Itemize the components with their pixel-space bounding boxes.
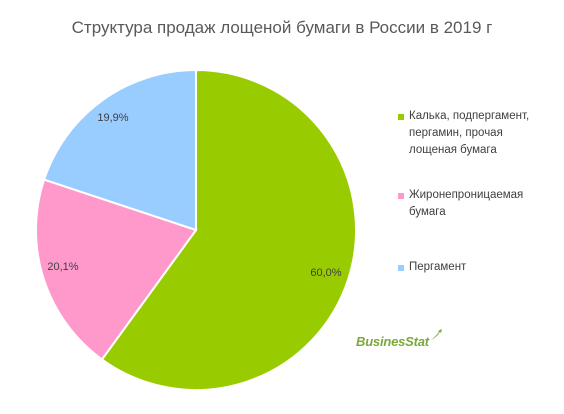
legend-label-line: Калька, подпергамент,	[409, 110, 530, 122]
legend-label-parchment: Пергамент	[409, 259, 466, 276]
data-label-greaseproof: 20,1%	[47, 261, 78, 273]
data-label-parchment: 19,9%	[97, 112, 128, 124]
legend-label-line: лощеная бумага	[409, 144, 497, 156]
legend-label-line: пергамин, прочая	[409, 127, 503, 139]
legend-label-line: Пергамент	[409, 261, 467, 273]
legend-swatch-calka	[398, 114, 404, 120]
legend-label-calka: Калька, подпергамент, пергамин, прочая л…	[409, 108, 529, 159]
legend-item-greaseproof: Жиронепроницаемая бумага	[398, 187, 558, 221]
logo-swoosh-icon	[430, 329, 442, 340]
pie-slice-greaseproof	[34, 178, 198, 361]
legend-label-line: бумага	[409, 206, 446, 218]
legend-swatch-greaseproof	[398, 193, 404, 199]
legend-label-greaseproof: Жиронепроницаемая бумага	[409, 187, 523, 221]
logo-text: BusinesStat	[356, 334, 429, 349]
legend-item-parchment: Пергамент	[398, 259, 558, 276]
data-label-calka: 60,0%	[310, 267, 341, 279]
businesstat-logo: BusinesStat	[356, 329, 444, 349]
legend-label-line: Жиронепроницаемая	[409, 189, 524, 201]
legend-item-calka: Калька, подпергамент, пергамин, прочая л…	[398, 108, 558, 159]
pie-slice-calka	[100, 68, 357, 391]
pie-slice-parchment	[42, 68, 197, 232]
legend-swatch-parchment	[398, 265, 404, 271]
chart-title: Структура продаж лощеной бумаги в России…	[71, 18, 493, 37]
